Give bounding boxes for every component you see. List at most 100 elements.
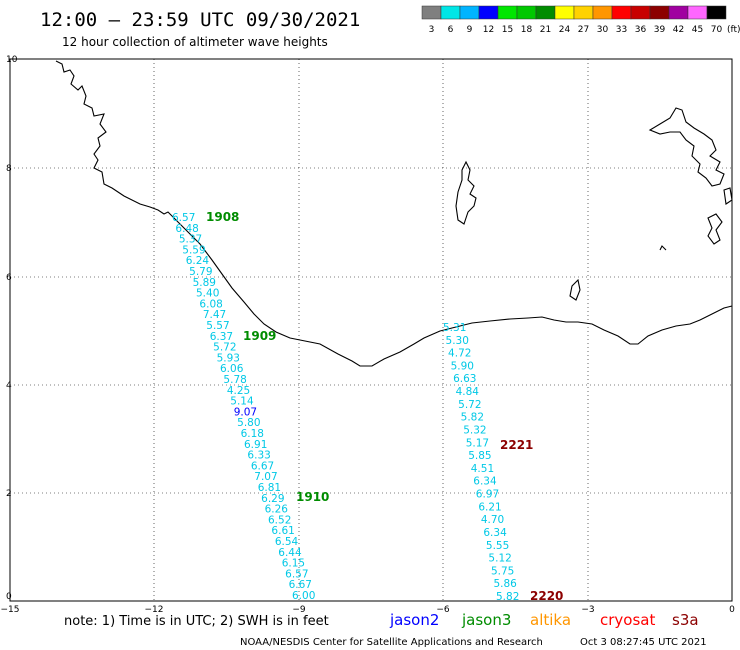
wave-height-value: 6.15	[282, 558, 305, 570]
x-tick-label: 0	[729, 605, 735, 615]
coastline-lake-ridge	[659, 245, 667, 251]
legend-swatch	[611, 5, 632, 20]
wave-height-value: 6.34	[473, 476, 497, 488]
y-tick-label: 0	[6, 592, 12, 602]
legend-label: 9	[467, 25, 473, 35]
footer-note: note: 1) Time is in UTC; 2) SWH is in fe…	[64, 614, 329, 629]
wave-height-value: 5.57	[206, 320, 229, 332]
pass-time-label: 1909	[243, 329, 276, 343]
wave-height-value: 6.18	[241, 428, 264, 440]
wave-height-value: 6.06	[220, 363, 244, 375]
wave-height-value: 5.12	[488, 553, 511, 565]
x-tick-label: −15	[1, 605, 20, 615]
wave-height-value: 6.48	[175, 223, 198, 235]
island-north	[455, 160, 477, 225]
legend-label: 39	[654, 25, 666, 35]
legend-label: 3	[429, 25, 435, 35]
satellite-name: jason3	[461, 611, 511, 629]
wave-height-value: 5.86	[493, 578, 517, 590]
legend-swatch	[630, 5, 651, 20]
wave-height-passes: 6.576.485.375.596.245.795.895.406.087.47…	[172, 212, 519, 603]
legend-label: 27	[578, 25, 589, 35]
wave-height-value: 6.91	[244, 439, 267, 451]
legend-swatch	[459, 5, 480, 20]
legend-label: 70	[711, 25, 723, 35]
x-tick-label: −3	[581, 605, 594, 615]
wave-height-value: 6.37	[210, 331, 233, 343]
y-tick-label: 6	[6, 273, 12, 283]
wave-height-value: 6.52	[268, 514, 291, 526]
wave-height-value: 4.84	[456, 386, 480, 398]
wave-height-value: 6.57	[285, 568, 308, 580]
wave-height-value: 5.72	[213, 342, 236, 354]
legend-swatch	[706, 5, 727, 20]
wave-height-value: 6.81	[258, 482, 281, 494]
wave-height-value: 5.31	[443, 322, 466, 334]
legend-swatch	[535, 5, 556, 20]
wave-height-value: 6.26	[265, 504, 289, 516]
color-legend: 3 6 9 12 15 18 21 24 27 30 33 36 39 42 45 70 (ft)	[421, 5, 740, 35]
wave-height-value: 5.32	[463, 424, 486, 436]
wave-height-value: 5.55	[486, 540, 509, 552]
wave-height-value: 4.25	[227, 385, 250, 397]
legend-swatch	[554, 5, 575, 20]
legend-swatch	[440, 5, 461, 20]
legend-swatch	[478, 5, 499, 20]
page-subtitle: 12 hour collection of altimeter wave hei…	[62, 35, 328, 49]
legend-label: 42	[673, 25, 684, 35]
satellite-name: s3a	[672, 611, 699, 629]
wave-height-value: 6.97	[476, 489, 499, 501]
y-tick-label: 10	[6, 55, 18, 65]
wave-height-value: 7.47	[203, 309, 226, 321]
wave-height-value: 6.29	[261, 493, 284, 505]
legend-swatch	[573, 5, 594, 20]
map-grid	[10, 59, 732, 601]
legend-swatch	[649, 5, 670, 20]
wave-height-value: 5.78	[223, 374, 246, 386]
wave-height-value: 6.54	[275, 536, 299, 548]
wave-height-value: 7.07	[254, 471, 277, 483]
wave-height-value: 5.85	[468, 450, 491, 462]
legend-label: 21	[540, 25, 551, 35]
legend-swatch	[497, 5, 518, 20]
island-east-small	[707, 213, 723, 245]
island-northeast	[648, 107, 725, 187]
wave-height-value: 6.21	[478, 501, 501, 513]
wave-height-value: 6.08	[199, 298, 222, 310]
legend-label: 30	[597, 25, 609, 35]
satellite-legend: jason2 jason3 altika cryosat s3a	[389, 611, 699, 629]
timestamp: Oct 3 08:27:45 UTC 2021	[580, 637, 707, 648]
wave-height-value: 5.90	[451, 360, 474, 372]
coastline-main	[55, 60, 733, 367]
wave-height-value: 5.37	[179, 234, 202, 246]
legend-swatch	[516, 5, 537, 20]
wave-height-value: 6.57	[172, 212, 195, 224]
pass-time-label: 1910	[296, 490, 329, 504]
wave-height-value: 5.59	[182, 244, 205, 256]
credit-line: NOAA/NESDIS Center for Satellite Applica…	[240, 637, 543, 648]
pass-time-label: 1908	[206, 210, 239, 224]
wave-height-value: 4.72	[448, 348, 471, 360]
legend-label: 36	[635, 25, 647, 35]
wave-height-value: 5.89	[193, 277, 216, 289]
wave-height-value: 5.17	[466, 437, 489, 449]
wave-height-value: 4.70	[481, 514, 504, 526]
wave-height-value: 6.67	[251, 460, 274, 472]
pass-time-label: 2220	[530, 589, 563, 603]
satellite-name: jason2	[389, 611, 439, 629]
legend-label: 6	[448, 25, 454, 35]
wave-height-value: 6.61	[271, 525, 294, 537]
legend-unit: (ft)	[727, 25, 740, 35]
legend-swatch	[668, 5, 689, 20]
legend-swatch	[592, 5, 613, 20]
wave-height-value: 9.07	[234, 406, 257, 418]
legend-swatch	[421, 5, 442, 20]
pass-time-labels: 1908 1909 1910 2221 2220	[206, 210, 563, 603]
island-east-edge	[723, 187, 733, 205]
wave-height-value: 5.82	[461, 412, 484, 424]
x-tick-label: −6	[436, 605, 450, 615]
x-tick-label: −9	[292, 605, 306, 615]
page-title: 12:00 – 23:59 UTC 09/30/2021	[40, 9, 360, 31]
wave-height-value: 5.75	[491, 565, 514, 577]
wave-height-value: 6.44	[278, 547, 302, 559]
